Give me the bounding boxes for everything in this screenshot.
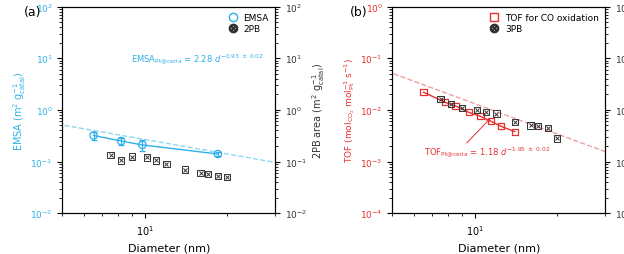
Point [451, 104, 461, 108]
Point [222, 175, 232, 179]
Point [203, 172, 213, 177]
Point [486, 120, 496, 124]
Point [419, 91, 429, 95]
Point [137, 143, 147, 147]
Point [496, 125, 506, 129]
Text: TOF$_{\mathrm{Pt@ceria}}$ = 1.18 $d^{-1.95\ \pm\ 0.02}$: TOF$_{\mathrm{Pt@ceria}}$ = 1.18 $d^{-1.… [424, 145, 550, 158]
Y-axis label: TOF (mol$_{\mathrm{CO_2}}$ mol$_{\mathrm{Pt}}^{-1}$ s$^{-1}$): TOF (mol$_{\mathrm{CO_2}}$ mol$_{\mathrm… [343, 58, 358, 163]
Point [457, 106, 467, 110]
Point [105, 153, 115, 157]
Point [481, 110, 491, 114]
Point [142, 156, 152, 160]
Point [116, 159, 126, 163]
Point [213, 174, 223, 178]
Point [543, 126, 553, 130]
Y-axis label: EMSA (m$^2$ g$_{\mathrm{catal}}^{-1}$): EMSA (m$^2$ g$_{\mathrm{catal}}^{-1}$) [11, 71, 27, 150]
Point [440, 101, 450, 105]
Point [162, 162, 172, 166]
Point [533, 125, 543, 129]
Point [464, 111, 474, 115]
Y-axis label: 2PB area (m$^2$ g$_{\mathrm{catal}}^{-1}$): 2PB area (m$^2$ g$_{\mathrm{catal}}^{-1}… [310, 62, 327, 158]
Point [89, 134, 99, 138]
Point [446, 103, 456, 107]
Point [492, 112, 502, 116]
Point [552, 137, 562, 141]
Point [151, 159, 161, 163]
Point [127, 155, 137, 159]
Point [213, 152, 223, 156]
Point [436, 97, 446, 101]
Point [116, 139, 126, 144]
Text: (a): (a) [24, 6, 42, 19]
Text: (b): (b) [350, 6, 368, 19]
X-axis label: Diameter (nm): Diameter (nm) [457, 242, 540, 252]
Point [475, 115, 485, 119]
Point [180, 168, 190, 172]
X-axis label: Diameter (nm): Diameter (nm) [128, 242, 210, 252]
Point [510, 121, 520, 125]
Text: EMSA$_{\mathrm{Pt@ceria}}$ = 2.28 $d^{-0.93\ \pm\ 0.02}$: EMSA$_{\mathrm{Pt@ceria}}$ = 2.28 $d^{-0… [130, 52, 263, 66]
Point [195, 171, 205, 175]
Point [472, 108, 482, 113]
Point [525, 124, 535, 128]
Legend: EMSA, 2PB: EMSA, 2PB [222, 12, 271, 36]
Point [510, 130, 520, 134]
Legend: TOF for CO oxidation, 3PB: TOF for CO oxidation, 3PB [484, 12, 601, 36]
